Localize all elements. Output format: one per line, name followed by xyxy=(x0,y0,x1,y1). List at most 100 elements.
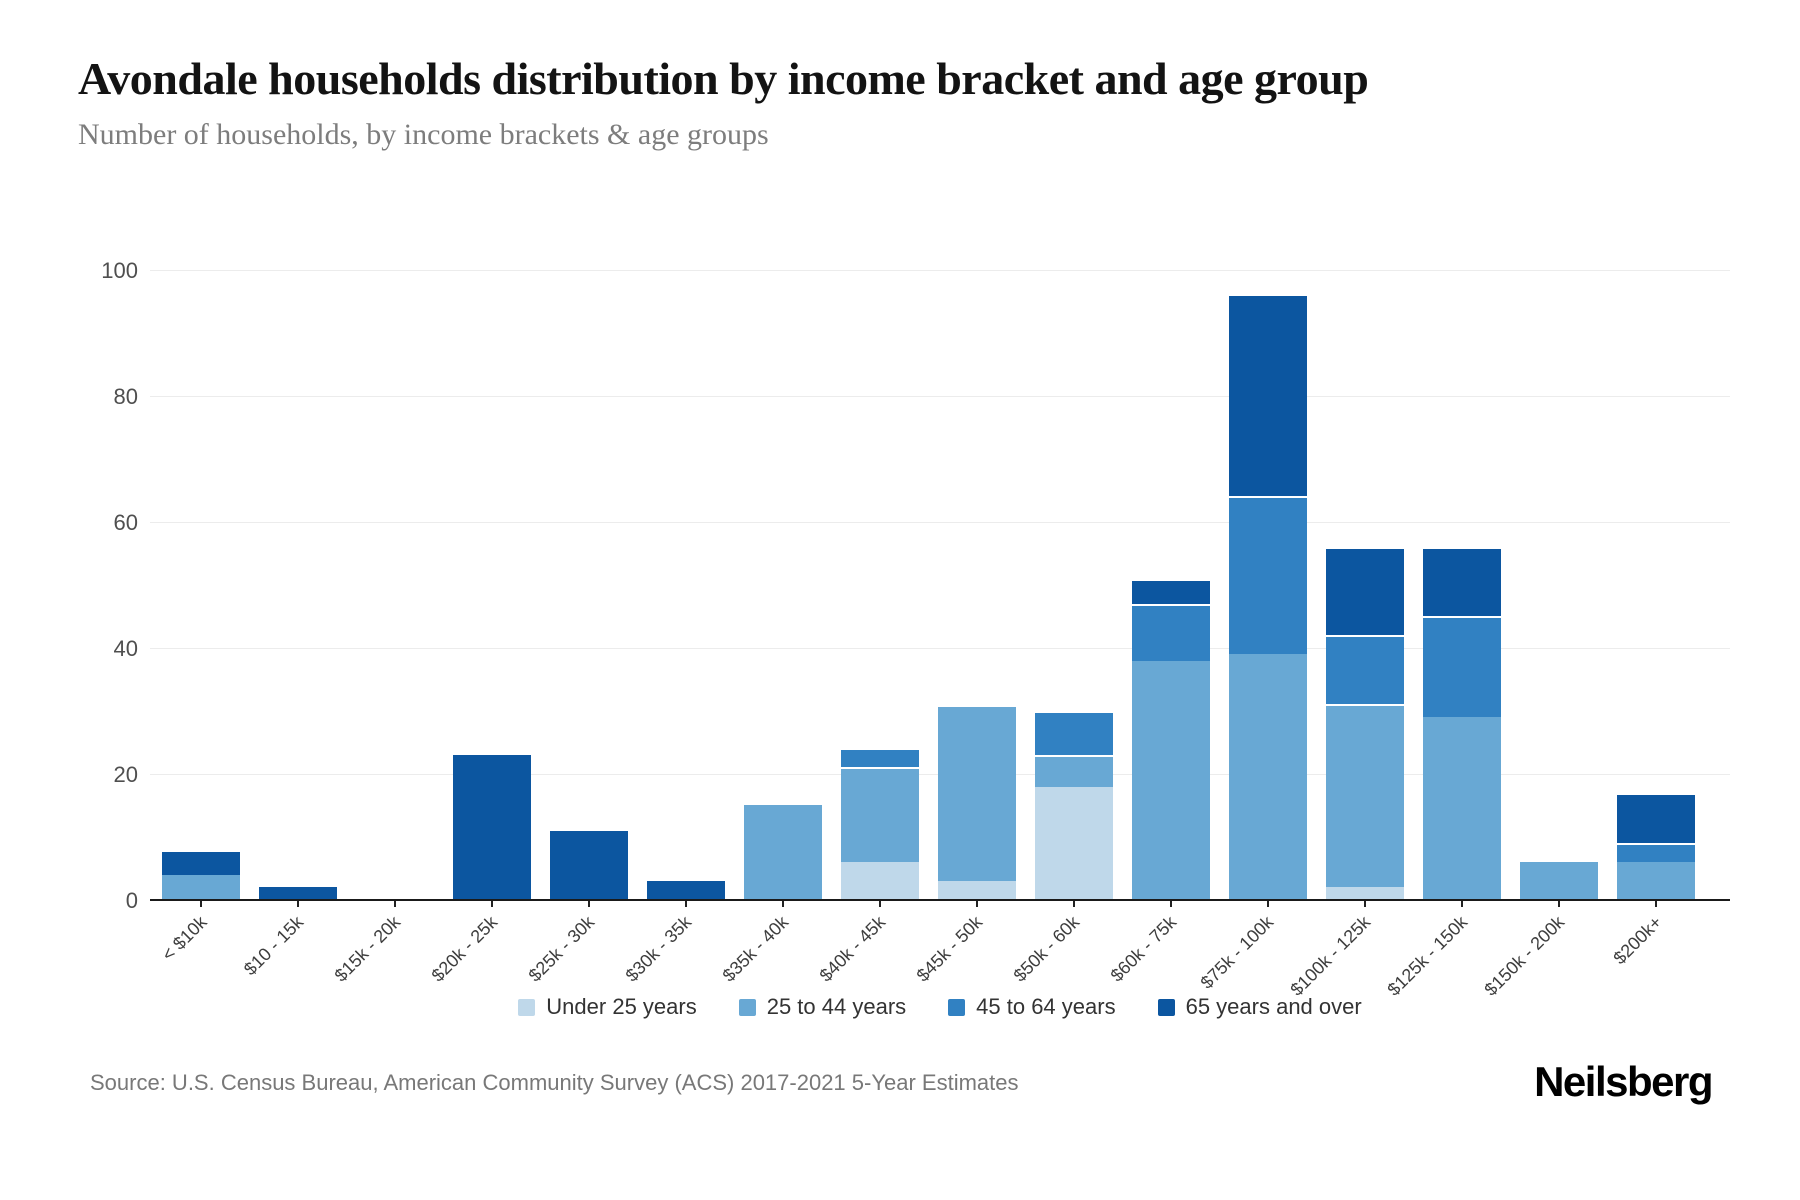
bar-segment-65-years-and-over xyxy=(646,881,725,900)
bar-segment-45-to-64-years xyxy=(1228,496,1307,654)
x-tick xyxy=(878,901,881,907)
bar-45k-50k xyxy=(937,705,1016,900)
bar-segment-25-to-44-years xyxy=(1034,755,1113,787)
x-tick xyxy=(975,901,978,907)
bar-segment-25-to-44-years xyxy=(161,875,240,900)
bar-segment-under-25-years xyxy=(937,881,1016,900)
legend-item-25-to-44-years: 25 to 44 years xyxy=(738,994,907,1020)
legend-swatch-25-to-44-years xyxy=(738,998,756,1016)
legend-item-45-to-64-years: 45 to 64 years xyxy=(948,994,1116,1020)
x-tick xyxy=(296,901,299,907)
x-tick xyxy=(490,901,493,907)
x-tick xyxy=(1363,901,1366,907)
x-tick-label: $40k - 45k xyxy=(816,912,890,986)
x-tick xyxy=(1654,901,1657,907)
bar-segment-25-to-44-years xyxy=(1616,862,1695,900)
bar-50k-60k xyxy=(1034,711,1113,900)
x-tick xyxy=(1266,901,1269,907)
x-tick-label: $60k - 75k xyxy=(1107,912,1181,986)
x-tick-label: $30k - 35k xyxy=(622,912,696,986)
legend: Under 25 years 25 to 44 years 45 to 64 yea… xyxy=(150,994,1730,1020)
bar-segment-25-to-44-years xyxy=(1519,862,1598,900)
legend-item-65-years-and-over: 65 years and over xyxy=(1157,994,1362,1020)
bar-segment-under-25-years xyxy=(1325,887,1404,900)
bar-segment-45-to-64-years xyxy=(1034,711,1113,755)
chart-subtitle: Number of households, by income brackets… xyxy=(78,118,769,151)
bar-200k xyxy=(1616,793,1695,900)
source-note: Source: U.S. Census Bureau, American Com… xyxy=(90,1070,1019,1095)
bar-40k-45k xyxy=(840,748,919,900)
x-tick-label: $10 - 15k xyxy=(240,912,308,980)
bar-segment-25-to-44-years xyxy=(743,805,822,900)
bar-segment-65-years-and-over xyxy=(549,831,628,900)
gridline xyxy=(150,396,1730,397)
x-tick xyxy=(1072,901,1075,907)
bar-75k-100k xyxy=(1228,294,1307,900)
x-tick-label: $35k - 40k xyxy=(719,912,793,986)
bar-segment-65-years-and-over xyxy=(1228,294,1307,496)
gridline xyxy=(150,270,1730,271)
y-tick-label: 0 xyxy=(125,888,138,913)
x-tick-label: $15k - 20k xyxy=(331,912,405,986)
bar-segment-25-to-44-years xyxy=(1422,717,1501,900)
brand-logo: Neilsberg xyxy=(1534,1058,1713,1105)
legend-item-under-25-years: Under 25 years xyxy=(518,994,697,1020)
legend-swatch-under-25-years xyxy=(518,998,536,1016)
x-tick xyxy=(1169,901,1172,907)
y-tick-label: 60 xyxy=(113,510,138,535)
bar-segment-45-to-64-years xyxy=(840,748,919,767)
legend-label: Under 25 years xyxy=(546,994,697,1019)
legend-label: 65 years and over xyxy=(1185,994,1362,1019)
bar-150k-200k xyxy=(1519,862,1598,900)
x-tick xyxy=(684,901,687,907)
bar-20k-25k xyxy=(452,755,531,900)
x-tick-label: $100k - 125k xyxy=(1286,912,1375,1000)
x-tick-label: $150k - 200k xyxy=(1480,912,1569,1000)
bar-segment-45-to-64-years xyxy=(1616,843,1695,862)
bar-segment-45-to-64-years xyxy=(1325,635,1404,704)
bar-60k-75k xyxy=(1131,579,1210,900)
bar-segment-25-to-44-years xyxy=(1228,654,1307,900)
legend-label: 25 to 44 years xyxy=(766,994,907,1019)
x-tick xyxy=(781,901,784,907)
x-tick xyxy=(1460,901,1463,907)
bar-30k-35k xyxy=(646,881,725,900)
gridline xyxy=(150,648,1730,649)
x-tick-label: $20k - 25k xyxy=(428,912,502,986)
bar-segment-45-to-64-years xyxy=(1131,604,1210,661)
bar-segment-25-to-44-years xyxy=(937,705,1016,881)
bar-25k-30k xyxy=(549,831,628,900)
x-axis-line xyxy=(150,899,1730,901)
bar-segment-65-years-and-over xyxy=(258,887,337,900)
bar-segment-65-years-and-over xyxy=(1422,547,1501,616)
y-tick-label: 20 xyxy=(113,762,138,787)
x-tick-label: < $10k xyxy=(157,912,211,965)
bar-35k-40k xyxy=(743,805,822,900)
x-tick-label: $25k - 30k xyxy=(525,912,599,986)
legend-label: 45 to 64 years xyxy=(976,994,1116,1019)
bar-segment-under-25-years xyxy=(840,862,919,900)
bar-10k xyxy=(161,850,240,900)
y-tick-label: 40 xyxy=(113,636,138,661)
gridline xyxy=(150,522,1730,523)
x-tick-label: $75k - 100k xyxy=(1196,912,1278,993)
bar-segment-under-25-years xyxy=(1034,787,1113,900)
bar-segment-65-years-and-over xyxy=(1131,579,1210,604)
x-tick xyxy=(393,901,396,907)
x-tick-label: $50k - 60k xyxy=(1010,912,1084,986)
y-tick-label: 100 xyxy=(101,258,138,283)
x-tick-label: $45k - 50k xyxy=(913,912,987,986)
bar-segment-65-years-and-over xyxy=(1325,547,1404,635)
x-tick-label: $125k - 150k xyxy=(1383,912,1472,1000)
x-tick xyxy=(199,901,202,907)
bar-segment-65-years-and-over xyxy=(452,755,531,900)
bar-segment-25-to-44-years xyxy=(840,767,919,862)
bar-125k-150k xyxy=(1422,547,1501,900)
chart-title: Avondale households distribution by inco… xyxy=(78,53,1369,104)
x-tick xyxy=(587,901,590,907)
x-tick xyxy=(1557,901,1560,907)
bar-segment-45-to-64-years xyxy=(1422,616,1501,717)
bar-segment-65-years-and-over xyxy=(161,850,240,875)
bar-segment-25-to-44-years xyxy=(1131,661,1210,900)
